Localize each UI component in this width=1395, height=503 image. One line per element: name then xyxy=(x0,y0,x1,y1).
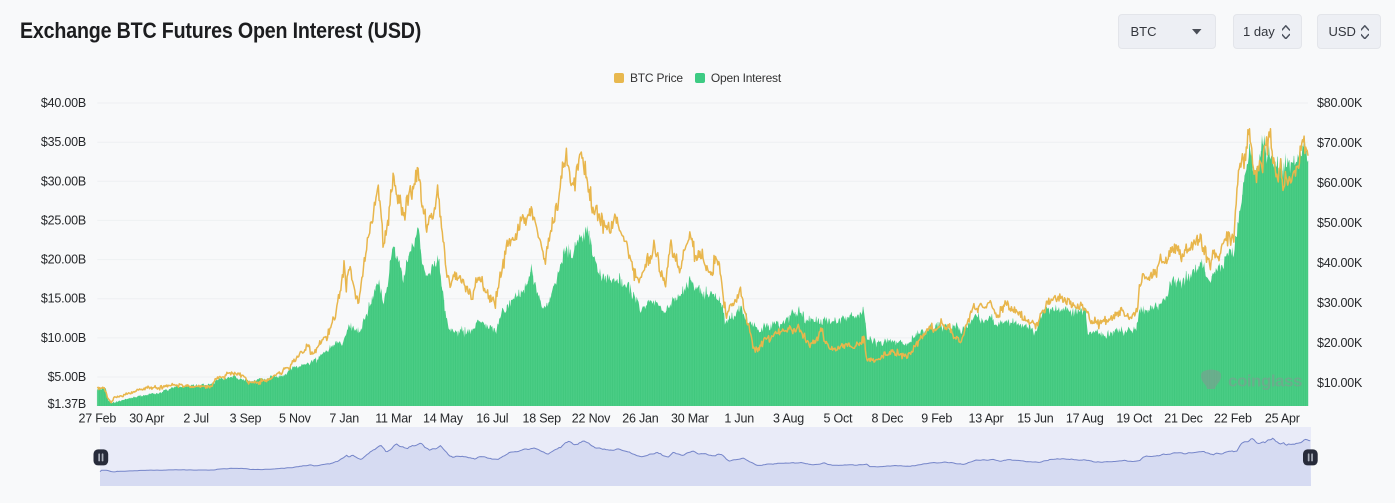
svg-text:14 May: 14 May xyxy=(423,412,464,426)
svg-text:15 Jun: 15 Jun xyxy=(1017,412,1054,426)
svg-text:17 Aug: 17 Aug xyxy=(1066,412,1104,426)
svg-text:$5.00B: $5.00B xyxy=(48,370,86,384)
svg-text:18 Sep: 18 Sep xyxy=(522,412,561,426)
svg-text:$10.00B: $10.00B xyxy=(41,331,86,345)
svg-text:$20.00B: $20.00B xyxy=(41,253,86,267)
svg-text:$50.00K: $50.00K xyxy=(1317,216,1363,230)
svg-text:25 Apr: 25 Apr xyxy=(1265,412,1300,426)
svg-text:7 Jan: 7 Jan xyxy=(329,412,359,426)
svg-text:3 Sep: 3 Sep xyxy=(230,412,262,426)
svg-text:13 Apr: 13 Apr xyxy=(969,412,1004,426)
svg-text:$70.00K: $70.00K xyxy=(1317,136,1363,150)
svg-text:$15.00B: $15.00B xyxy=(41,292,86,306)
svg-text:$40.00K: $40.00K xyxy=(1317,256,1363,270)
svg-text:8 Dec: 8 Dec xyxy=(871,412,903,426)
svg-text:$1.37B: $1.37B xyxy=(48,397,86,411)
svg-text:22 Nov: 22 Nov xyxy=(572,412,611,426)
svg-text:5 Nov: 5 Nov xyxy=(279,412,312,426)
svg-text:27 Feb: 27 Feb xyxy=(78,412,116,426)
svg-text:coinglass: coinglass xyxy=(1228,372,1302,391)
svg-text:$40.00B: $40.00B xyxy=(41,96,86,110)
svg-text:5 Oct: 5 Oct xyxy=(823,412,853,426)
svg-text:$30.00K: $30.00K xyxy=(1317,296,1363,310)
svg-text:22 Feb: 22 Feb xyxy=(1214,412,1252,426)
svg-text:11 Mar: 11 Mar xyxy=(375,412,412,426)
svg-text:19 Oct: 19 Oct xyxy=(1116,412,1152,426)
svg-text:$10.00K: $10.00K xyxy=(1317,376,1363,390)
svg-text:3 Aug: 3 Aug xyxy=(773,412,804,426)
svg-text:$30.00B: $30.00B xyxy=(41,174,86,188)
svg-text:30 Apr: 30 Apr xyxy=(129,412,164,426)
svg-text:30 Mar: 30 Mar xyxy=(671,412,709,426)
svg-text:16 Jul: 16 Jul xyxy=(476,412,508,426)
svg-text:21 Dec: 21 Dec xyxy=(1164,412,1202,426)
svg-text:2 Jul: 2 Jul xyxy=(183,412,208,426)
svg-text:$35.00B: $35.00B xyxy=(41,135,86,149)
svg-text:$60.00K: $60.00K xyxy=(1317,176,1363,190)
svg-text:$20.00K: $20.00K xyxy=(1317,336,1363,350)
svg-text:26 Jan: 26 Jan xyxy=(622,412,659,426)
svg-text:$25.00B: $25.00B xyxy=(41,213,86,227)
svg-text:9 Feb: 9 Feb xyxy=(921,412,952,426)
svg-text:1 Jun: 1 Jun xyxy=(724,412,754,426)
svg-text:$80.00K: $80.00K xyxy=(1317,96,1363,110)
